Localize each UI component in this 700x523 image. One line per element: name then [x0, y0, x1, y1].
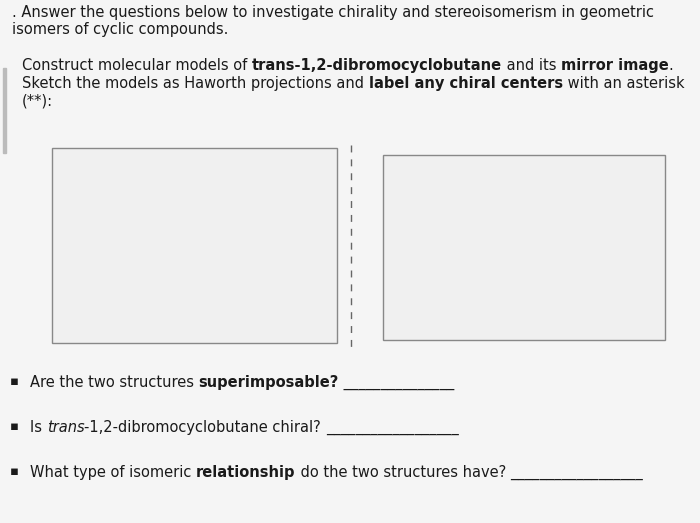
Text: with an asterisk: with an asterisk	[563, 76, 685, 91]
Text: Construct molecular models of: Construct molecular models of	[22, 58, 252, 73]
Text: . Answer the questions below to investigate chirality and stereoisomerism in geo: . Answer the questions below to investig…	[12, 5, 654, 20]
Text: label any chiral centers: label any chiral centers	[369, 76, 563, 91]
Text: .: .	[669, 58, 673, 73]
Text: trans-1,2-dibromocyclobutane: trans-1,2-dibromocyclobutane	[252, 58, 502, 73]
Text: ▪: ▪	[10, 420, 19, 433]
Text: ▪: ▪	[10, 465, 19, 478]
Text: What type of isomeric: What type of isomeric	[30, 465, 196, 480]
Bar	[383, 155, 665, 340]
Text: ▪: ▪	[10, 375, 19, 388]
Bar	[3, 68, 6, 153]
Text: -1,2-dibromocyclobutane chiral?: -1,2-dibromocyclobutane chiral?	[84, 420, 326, 435]
Text: Is: Is	[30, 420, 47, 435]
Text: do the two structures have?: do the two structures have?	[295, 465, 510, 480]
Text: and its: and its	[502, 58, 561, 73]
Text: Are the two structures: Are the two structures	[30, 375, 199, 390]
Text: __________________: __________________	[326, 420, 458, 435]
Text: superimposable?: superimposable?	[199, 375, 339, 390]
Text: __________________: __________________	[510, 465, 643, 480]
Text: (**):: (**):	[22, 94, 53, 109]
Text: Sketch the models as Haworth projections and: Sketch the models as Haworth projections…	[22, 76, 369, 91]
Text: relationship: relationship	[196, 465, 295, 480]
Text: isomers of cyclic compounds.: isomers of cyclic compounds.	[12, 22, 228, 37]
Text: _______________: _______________	[339, 375, 454, 390]
Bar	[52, 148, 337, 343]
Text: trans: trans	[47, 420, 84, 435]
Text: mirror image: mirror image	[561, 58, 669, 73]
